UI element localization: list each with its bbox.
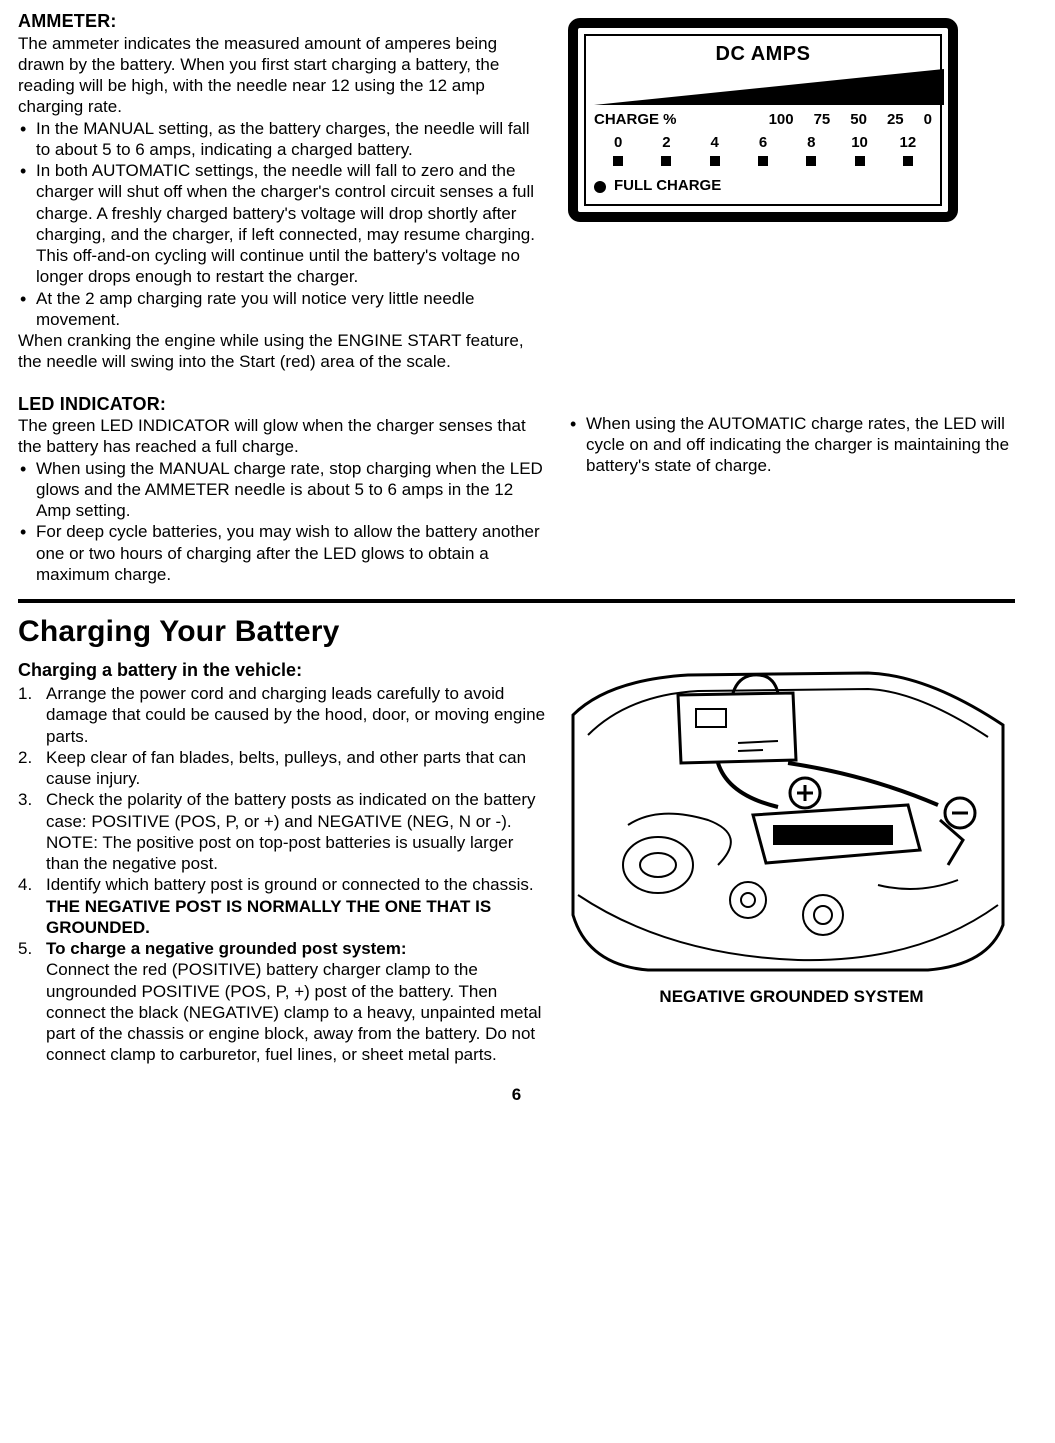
charging-step: Arrange the power cord and charging lead… [18, 683, 548, 747]
led-right-col: When using the AUTOMATIC charge rates, t… [568, 391, 1015, 586]
ammeter-intro: The ammeter indicates the measured amoun… [18, 33, 548, 118]
dc-amps-gauge: DC AMPS CHARGE % 100 75 50 25 0 0 [568, 18, 958, 222]
full-charge-dot-icon [594, 181, 606, 193]
amp-val: 4 [691, 134, 739, 172]
gauge-wedge [594, 69, 932, 109]
step4-bold: THE NEGATIVE POST IS NORMALLY THE ONE TH… [46, 897, 491, 937]
tick-icon [613, 156, 623, 166]
full-charge-label: FULL CHARGE [614, 177, 721, 196]
step5-text: Connect the red (POSITIVE) battery charg… [46, 960, 541, 1064]
gauge-inner: DC AMPS CHARGE % 100 75 50 25 0 0 [584, 34, 942, 206]
charge-label: CHARGE % [594, 111, 677, 130]
engine-diagram: NEGATIVE GROUNDED SYSTEM [568, 665, 1015, 1008]
tick-icon [661, 156, 671, 166]
ammeter-bullets: In the MANUAL setting, as the battery ch… [18, 118, 548, 331]
charging-step: To charge a negative grounded post syste… [18, 938, 548, 1066]
charge-val: 75 [814, 111, 831, 130]
led-heading: LED INDICATOR: [18, 393, 548, 416]
led-section: LED INDICATOR: The green LED INDICATOR w… [18, 391, 1015, 586]
divider [18, 599, 1015, 603]
amp-val: 6 [739, 134, 787, 172]
charging-section: Charging a battery in the vehicle: Arran… [18, 657, 1015, 1066]
amp-val: 2 [642, 134, 690, 172]
tick-icon [903, 156, 913, 166]
charge-val: 0 [924, 111, 932, 130]
led-left-bullets: When using the MANUAL charge rate, stop … [18, 458, 548, 586]
charging-step: Identify which battery post is ground or… [18, 874, 548, 938]
tick-icon [710, 156, 720, 166]
led-left-col: LED INDICATOR: The green LED INDICATOR w… [18, 391, 548, 586]
ammeter-text-col: AMMETER: The ammeter indicates the measu… [18, 8, 548, 373]
charging-title: Charging Your Battery [18, 613, 1015, 651]
engine-illustration-icon [568, 665, 1008, 975]
amp-val: 8 [787, 134, 835, 172]
step5-lead: To charge a negative grounded post syste… [46, 939, 407, 958]
charging-steps: Arrange the power cord and charging lead… [18, 683, 548, 1066]
charge-pct-row: CHARGE % 100 75 50 25 0 [594, 111, 932, 130]
tick-icon [758, 156, 768, 166]
charge-val: 25 [887, 111, 904, 130]
gauge-title: DC AMPS [594, 42, 932, 67]
ammeter-heading: AMMETER: [18, 10, 548, 33]
charge-values: 100 75 50 25 0 [677, 111, 932, 130]
tick-icon [806, 156, 816, 166]
amp-val: 10 [835, 134, 883, 172]
charge-val: 100 [769, 111, 794, 130]
amp-scale-row: 0 2 4 6 8 10 12 [594, 134, 932, 172]
led-intro: The green LED INDICATOR will glow when t… [18, 415, 548, 458]
charge-val: 50 [850, 111, 867, 130]
led-bullet: For deep cycle batteries, you may wish t… [18, 521, 548, 585]
page-number: 6 [18, 1084, 1015, 1105]
ammeter-gauge-col: DC AMPS CHARGE % 100 75 50 25 0 0 [568, 8, 1015, 373]
wedge-triangle-icon [594, 69, 944, 105]
full-charge-row: FULL CHARGE [594, 177, 932, 196]
tick-icon [855, 156, 865, 166]
charging-text-col: Charging a battery in the vehicle: Arran… [18, 657, 548, 1066]
led-bullet: When using the MANUAL charge rate, stop … [18, 458, 548, 522]
charging-step: Keep clear of fan blades, belts, pulleys… [18, 747, 548, 790]
diagram-caption: NEGATIVE GROUNDED SYSTEM [568, 986, 1015, 1007]
ammeter-bullet: In both AUTOMATIC settings, the needle w… [18, 160, 548, 288]
charging-subtitle: Charging a battery in the vehicle: [18, 659, 548, 682]
ammeter-outro: When cranking the engine while using the… [18, 330, 548, 373]
ammeter-section: AMMETER: The ammeter indicates the measu… [18, 8, 1015, 373]
charging-diagram-col: NEGATIVE GROUNDED SYSTEM [568, 657, 1015, 1066]
led-right-bullets: When using the AUTOMATIC charge rates, t… [568, 413, 1015, 477]
ammeter-bullet: At the 2 amp charging rate you will noti… [18, 288, 548, 331]
amp-val: 0 [594, 134, 642, 172]
charging-step: Check the polarity of the battery posts … [18, 789, 548, 874]
led-bullet: When using the AUTOMATIC charge rates, t… [568, 413, 1015, 477]
amp-val: 12 [884, 134, 932, 172]
ammeter-bullet: In the MANUAL setting, as the battery ch… [18, 118, 548, 161]
step4-pre: Identify which battery post is ground or… [46, 875, 534, 894]
